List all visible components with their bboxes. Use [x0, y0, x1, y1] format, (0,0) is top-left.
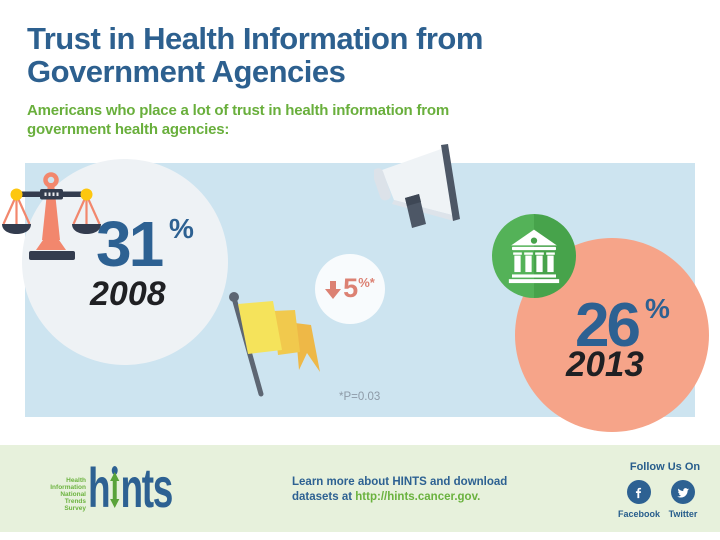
learn-more-line1: Learn more about HINTS and download	[292, 476, 508, 488]
change-suffix: %*	[358, 274, 375, 290]
page-title-line2: Government Agencies	[27, 54, 346, 89]
page-title: Trust in Health Information from Governm…	[27, 22, 483, 88]
bank-icon	[501, 221, 567, 292]
page-title-line1: Trust in Health Information from	[27, 21, 483, 56]
page-subtitle-line1: Americans who place a lot of trust in he…	[27, 102, 450, 119]
logo-stack-line: Survey	[64, 505, 86, 512]
logo-stack-line: Health	[66, 477, 86, 484]
change-text: 5 %*	[325, 272, 375, 304]
government-badge	[492, 214, 576, 298]
logo-stack-line: Information	[50, 484, 86, 491]
hints-logo-i	[110, 462, 120, 514]
p-value-note: *P=0.03	[339, 391, 381, 403]
logo-stack-line: Trends	[64, 498, 86, 505]
facebook-icon[interactable]	[627, 480, 651, 504]
page-subtitle-line2: government health agencies:	[27, 121, 230, 138]
facebook-label: Facebook	[617, 509, 660, 519]
learn-more-line2: datasets at http://hints.cancer.gov.	[292, 490, 507, 505]
stat-2013-year: 2013	[566, 345, 644, 384]
stat-2008-percent-sign: %	[169, 213, 194, 244]
hints-url-link[interactable]: http://hints.cancer.gov.	[355, 491, 481, 503]
logo-stack-line: National	[60, 491, 86, 498]
twitter-label: Twitter	[668, 509, 698, 519]
change-value: 5	[343, 272, 359, 303]
hints-logo: h nts	[88, 456, 173, 519]
change-bubble: 5 %*	[315, 254, 385, 324]
stat-2013-percent-sign: %	[645, 293, 670, 324]
learn-more-line2-prefix: datasets at	[292, 491, 356, 503]
megaphone-icon	[372, 142, 466, 235]
stat-2008-value: 31	[96, 208, 164, 280]
learn-more-text: Learn more about HINTS and download data…	[292, 475, 507, 505]
stat-2008-year: 2008	[90, 275, 166, 313]
twitter-icon[interactable]	[671, 480, 695, 504]
hints-logo-stacked-text: Health Information National Trends Surve…	[34, 477, 86, 512]
follow-us-label: Follow Us On	[629, 461, 701, 473]
hints-arrow-icon	[110, 472, 120, 513]
hints-logo-h: h	[88, 456, 111, 519]
page-subtitle: Americans who place a lot of trust in he…	[27, 101, 449, 139]
flag-icon	[222, 288, 322, 405]
stat-2013-value: 26	[575, 291, 641, 360]
i-dot	[111, 466, 118, 475]
down-arrow-icon	[325, 280, 342, 304]
hints-logo-nts: nts	[120, 456, 173, 519]
scales-icon	[0, 170, 104, 269]
footer	[0, 445, 720, 532]
